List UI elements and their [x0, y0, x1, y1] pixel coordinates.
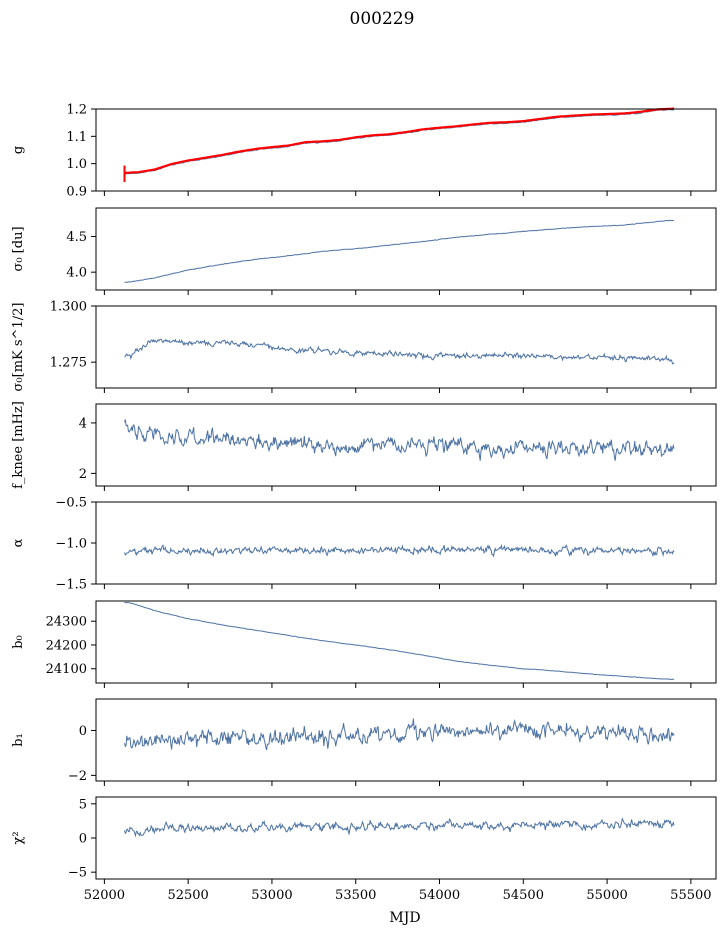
y-tick-label: 4.5: [66, 230, 87, 245]
panel-alpha: −1.5 −1.0 −0.5 α: [11, 496, 717, 593]
x-tick-label: 54000: [419, 888, 460, 903]
series-line-b0: [124, 601, 675, 681]
axes-frame-b1: [95, 698, 717, 782]
series-line-b1: [124, 718, 675, 751]
panel-sigma0_mks: 1.275 1.300 σ₀[mK s^1/2]: [11, 300, 717, 393]
y-axis-label-alpha: α: [11, 538, 26, 547]
y-tick-label: 4.0: [66, 266, 87, 281]
y-tick-label: −1.5: [55, 578, 87, 593]
axes-frame-alpha: [95, 501, 717, 585]
y-tick-label: −2: [68, 769, 87, 784]
panel-chi2: −5 0 5 52000 52500 53000 53500 54000 54500 55000 5…: [11, 796, 717, 903]
y-axis-label-chi2: χ²: [11, 831, 26, 844]
y-axis-label-fknee: f_knee [mHz]: [11, 401, 26, 489]
panel-b1: −2 0 b₁: [11, 698, 717, 786]
fit-line-g: [124, 107, 675, 174]
y-tick-label: 4: [79, 416, 87, 431]
y-tick-label: 1.275: [50, 356, 87, 371]
axes-frame-fknee: [95, 403, 717, 487]
axes-frame-chi2: [95, 796, 717, 880]
x-tick-label: 53000: [251, 888, 292, 903]
series-line-alpha: [124, 543, 675, 558]
axes-frame-g: [95, 108, 717, 192]
x-tick-label: 55500: [670, 888, 711, 903]
series-line-g: [124, 108, 675, 175]
series-line-sigma0_mks: [124, 338, 675, 365]
figure-title: 000229: [350, 9, 415, 29]
panel-g: 0.9 1.0 1.1 1.2 g: [11, 103, 717, 200]
y-tick-label: −1.0: [55, 537, 87, 552]
y-tick-label: 2: [79, 467, 87, 482]
y-tick-label: 0: [79, 724, 87, 739]
panel-fknee: 2 4 f_knee [mHz]: [11, 401, 717, 491]
y-tick-label: 24100: [46, 662, 87, 677]
x-tick-label: 52500: [167, 888, 208, 903]
x-tick-label: 53500: [335, 888, 376, 903]
y-axis-label-sigma0: σ₀ [du]: [11, 226, 26, 271]
y-tick-label: 0: [79, 832, 87, 847]
y-tick-label: 1.2: [66, 103, 87, 118]
series-line-chi2: [124, 817, 675, 838]
x-tick-label: 55000: [586, 888, 627, 903]
y-tick-label: 0.9: [66, 185, 87, 200]
y-tick-label: 1.0: [66, 157, 87, 172]
y-tick-label: 5: [79, 797, 87, 812]
y-tick-label: −5: [68, 866, 87, 881]
y-tick-label: −0.5: [55, 496, 87, 511]
y-axis-label-b0: b₀: [11, 635, 26, 649]
series-line-sigma0: [124, 219, 675, 283]
x-tick-label: 52000: [84, 888, 125, 903]
y-axis-label-b1: b₁: [11, 733, 26, 747]
x-axis-label: MJD: [389, 910, 420, 926]
axes-frame-b0: [95, 600, 717, 684]
x-tick-label: 54500: [503, 888, 544, 903]
y-tick-label: 1.300: [50, 300, 87, 315]
panel-sigma0: 4.0 4.5 σ₀ [du]: [11, 207, 717, 295]
y-tick-label: 1.1: [66, 130, 87, 145]
y-axis-label-g: g: [11, 146, 26, 154]
y-tick-label: 24300: [46, 615, 87, 630]
axes-frame-sigma0_mks: [95, 305, 717, 389]
y-axis-label-sigma0_mks: σ₀[mK s^1/2]: [11, 303, 26, 392]
series-line-fknee: [124, 419, 675, 461]
y-tick-label: 24200: [46, 638, 87, 653]
axes-frame-sigma0: [95, 207, 717, 291]
panel-b0: 24100 24200 24300 b₀: [11, 600, 717, 688]
